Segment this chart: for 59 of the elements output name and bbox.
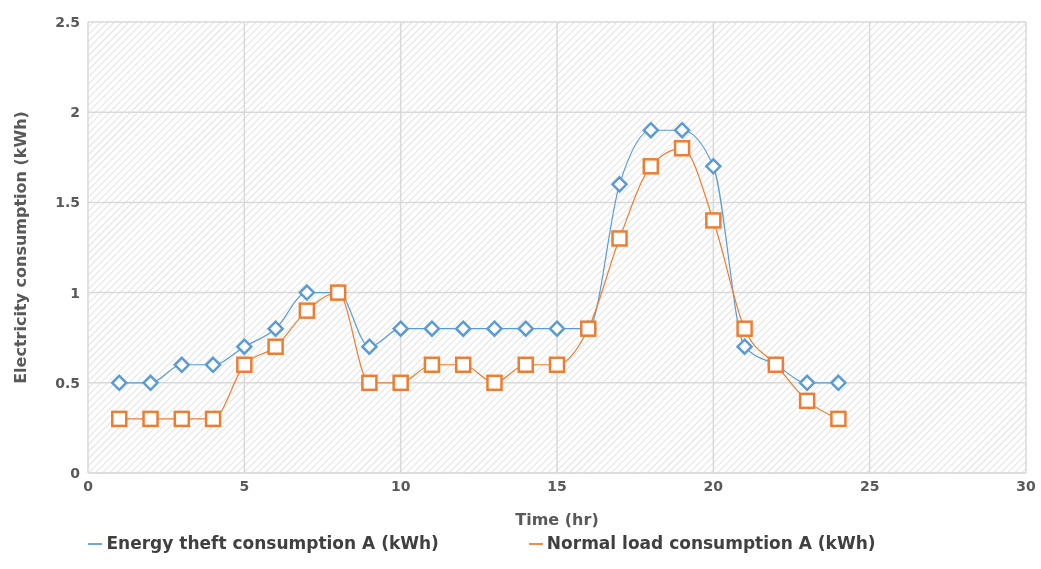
y-tick-label: 2 [70, 104, 80, 121]
x-tick-label: 25 [859, 477, 880, 494]
point [298, 284, 316, 301]
point [830, 374, 847, 392]
y-axis-title: Electricity consumption (kWh) [10, 111, 30, 384]
point [298, 302, 316, 319]
y-tick-label: 0 [70, 464, 81, 481]
point [611, 176, 628, 193]
point [705, 212, 722, 229]
point [705, 158, 722, 175]
point [454, 320, 472, 337]
x-axis-title: Time (hr) [515, 510, 599, 529]
point [204, 356, 222, 374]
point [267, 320, 284, 337]
x-tick-label: 30 [1016, 477, 1036, 494]
point [736, 320, 753, 337]
point [392, 374, 409, 392]
point [798, 374, 816, 392]
point [423, 320, 441, 337]
point [111, 410, 128, 428]
x-tick-label: 0 [83, 477, 94, 494]
y-tick-label: 1.5 [55, 194, 80, 211]
point [111, 374, 128, 392]
legend-label: Energy theft consumption A (kWh) [106, 533, 439, 553]
point [517, 356, 534, 374]
point [361, 338, 378, 355]
y-tick-label: 2.5 [55, 13, 80, 30]
x-tick-label: 5 [239, 477, 250, 494]
x-tick-label: 15 [547, 477, 567, 494]
point [673, 121, 691, 139]
point [173, 410, 191, 428]
x-tick-label: 20 [703, 477, 724, 494]
point [392, 320, 409, 337]
point [236, 356, 253, 374]
point [642, 121, 660, 139]
point [361, 374, 378, 392]
point [267, 338, 284, 355]
point [204, 410, 222, 428]
point [486, 320, 503, 337]
x-tick-label: 10 [390, 477, 411, 494]
point [798, 392, 816, 410]
point [423, 356, 441, 374]
point [642, 158, 660, 175]
point [454, 356, 472, 374]
point [673, 140, 691, 157]
point [517, 320, 534, 337]
point [548, 356, 566, 374]
point [236, 338, 253, 355]
point [611, 230, 628, 247]
y-tick-label: 1 [70, 284, 80, 301]
y-tick-label: 0.5 [55, 374, 80, 391]
point [736, 338, 753, 355]
point [142, 374, 159, 392]
point [830, 410, 847, 428]
legend-label: Normal load consumption A (kWh) [546, 533, 876, 553]
point [548, 320, 566, 337]
point [142, 410, 159, 428]
point [486, 374, 503, 392]
point [173, 356, 191, 374]
